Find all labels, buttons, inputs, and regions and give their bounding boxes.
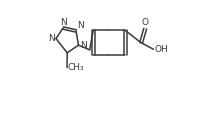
Text: O: O (141, 18, 148, 27)
Text: N: N (48, 34, 55, 43)
Text: N: N (79, 41, 86, 50)
Text: N: N (77, 21, 83, 30)
Text: N: N (59, 18, 66, 27)
Text: OH: OH (154, 45, 168, 54)
Text: CH₃: CH₃ (68, 63, 84, 72)
